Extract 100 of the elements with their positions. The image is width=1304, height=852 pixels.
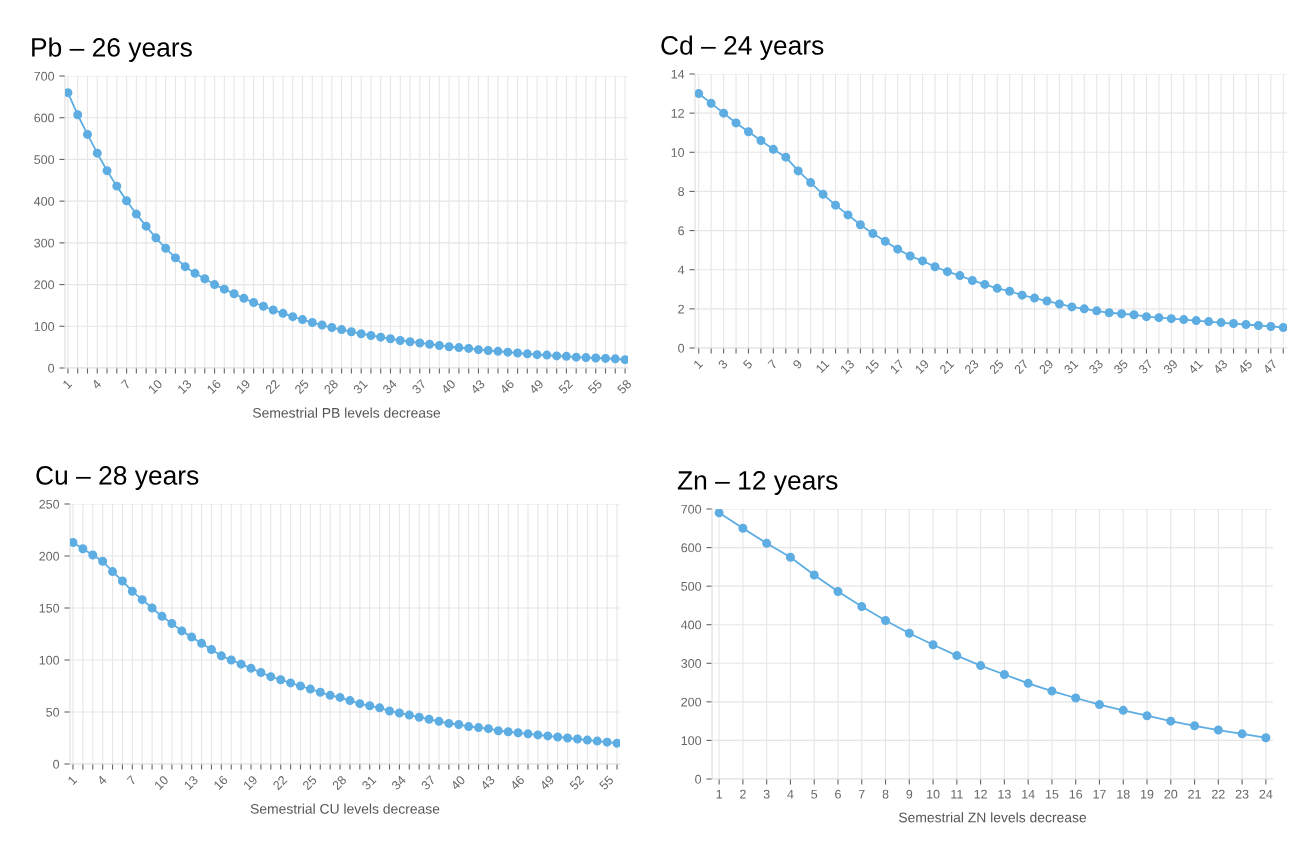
x-tick-label: 45 bbox=[1237, 359, 1253, 375]
point bbox=[137, 595, 147, 605]
point bbox=[952, 651, 962, 661]
point bbox=[868, 229, 878, 239]
point bbox=[216, 651, 226, 661]
point bbox=[385, 706, 395, 716]
x-tick-label: 28 bbox=[323, 379, 339, 395]
point bbox=[256, 667, 266, 677]
point bbox=[405, 337, 415, 347]
point bbox=[197, 638, 207, 648]
x-tick-label: 22 bbox=[1212, 789, 1225, 799]
x-tick-label: 9 bbox=[792, 359, 803, 370]
x-tick-label: 16 bbox=[206, 379, 222, 395]
x-tick-label: 3 bbox=[717, 359, 729, 370]
point bbox=[346, 327, 356, 337]
point bbox=[1023, 678, 1033, 688]
point bbox=[219, 284, 229, 294]
y-tick-label: 200 bbox=[681, 697, 702, 707]
point bbox=[236, 659, 246, 669]
x-tick-label: 25 bbox=[294, 379, 310, 395]
point bbox=[394, 708, 404, 718]
point bbox=[857, 602, 867, 612]
x-tick-label: 55 bbox=[587, 379, 603, 395]
point bbox=[249, 298, 259, 308]
x-axis-title: Semestrial PB levels decrease bbox=[252, 407, 441, 418]
point bbox=[918, 256, 928, 266]
point bbox=[1278, 322, 1287, 332]
point bbox=[503, 347, 513, 357]
x-tick-label: 31 bbox=[352, 379, 369, 395]
point bbox=[1237, 729, 1247, 739]
point bbox=[70, 537, 78, 547]
y-tick-label: 700 bbox=[34, 71, 55, 81]
point bbox=[880, 236, 890, 246]
x-tick-label: 35 bbox=[1113, 359, 1129, 375]
point bbox=[572, 734, 582, 744]
point bbox=[305, 684, 315, 694]
point bbox=[809, 570, 819, 580]
point bbox=[1241, 320, 1251, 330]
point bbox=[1142, 711, 1152, 721]
x-tick-label: 21 bbox=[939, 359, 955, 375]
x-tick-label: 13 bbox=[839, 359, 855, 375]
point bbox=[1047, 686, 1057, 696]
point bbox=[180, 262, 190, 272]
point bbox=[464, 343, 474, 353]
chart-title: Pb – 26 years bbox=[32, 37, 192, 62]
x-tick-label: 7 bbox=[126, 775, 137, 786]
y-tick-label: 600 bbox=[34, 113, 55, 123]
point bbox=[473, 345, 483, 355]
point bbox=[881, 615, 891, 625]
x-tick-label: 46 bbox=[509, 775, 526, 791]
y-tick-label: 0 bbox=[48, 363, 55, 373]
y-tick-label: 10 bbox=[671, 148, 685, 157]
y-tick-label: 12 bbox=[671, 108, 684, 118]
point bbox=[1005, 286, 1015, 296]
point bbox=[992, 283, 1002, 293]
point bbox=[581, 353, 591, 363]
point bbox=[82, 129, 92, 139]
y-tick-label: 6 bbox=[678, 226, 685, 236]
y-tick-label: 150 bbox=[39, 603, 60, 613]
x-tick-label: 21 bbox=[1188, 789, 1201, 799]
point bbox=[1079, 304, 1089, 314]
x-tick-label: 19 bbox=[914, 359, 930, 375]
x-tick-label: 22 bbox=[272, 775, 288, 791]
x-tick-label: 1 bbox=[716, 789, 722, 799]
x-tick-label: 10 bbox=[927, 789, 940, 799]
point bbox=[543, 731, 553, 741]
point bbox=[345, 696, 355, 706]
y-tick-label: 300 bbox=[34, 238, 55, 248]
x-tick-label: 23 bbox=[963, 359, 980, 375]
point bbox=[591, 353, 601, 363]
point bbox=[356, 329, 366, 339]
x-tick-label: 41 bbox=[1187, 359, 1203, 375]
x-tick-label: 47 bbox=[1262, 359, 1278, 375]
point bbox=[1071, 693, 1081, 703]
x-tick-label: 7 bbox=[858, 789, 865, 799]
x-tick-label: 55 bbox=[598, 775, 615, 791]
x-tick-label: 19 bbox=[1141, 789, 1154, 799]
point bbox=[930, 262, 940, 272]
point bbox=[325, 690, 335, 700]
point bbox=[122, 196, 132, 206]
x-tick-label: 13 bbox=[998, 789, 1011, 799]
point bbox=[1141, 312, 1151, 322]
x-tick-label: 40 bbox=[450, 774, 466, 791]
point bbox=[337, 325, 347, 335]
point bbox=[855, 220, 865, 230]
point bbox=[278, 308, 288, 318]
x-tick-label: 10 bbox=[153, 774, 169, 791]
x-tick-label: 16 bbox=[213, 775, 229, 791]
point bbox=[307, 318, 317, 328]
x-tick-label: 33 bbox=[1088, 359, 1104, 375]
x-tick-label: 29 bbox=[1038, 359, 1054, 375]
point bbox=[818, 189, 828, 199]
y-tick-label: 2 bbox=[678, 304, 684, 314]
point bbox=[955, 271, 965, 281]
point bbox=[335, 692, 345, 702]
point bbox=[1067, 302, 1077, 312]
point bbox=[444, 342, 454, 352]
x-tick-label: 13 bbox=[183, 775, 199, 791]
point bbox=[1017, 290, 1027, 300]
point bbox=[210, 280, 220, 290]
